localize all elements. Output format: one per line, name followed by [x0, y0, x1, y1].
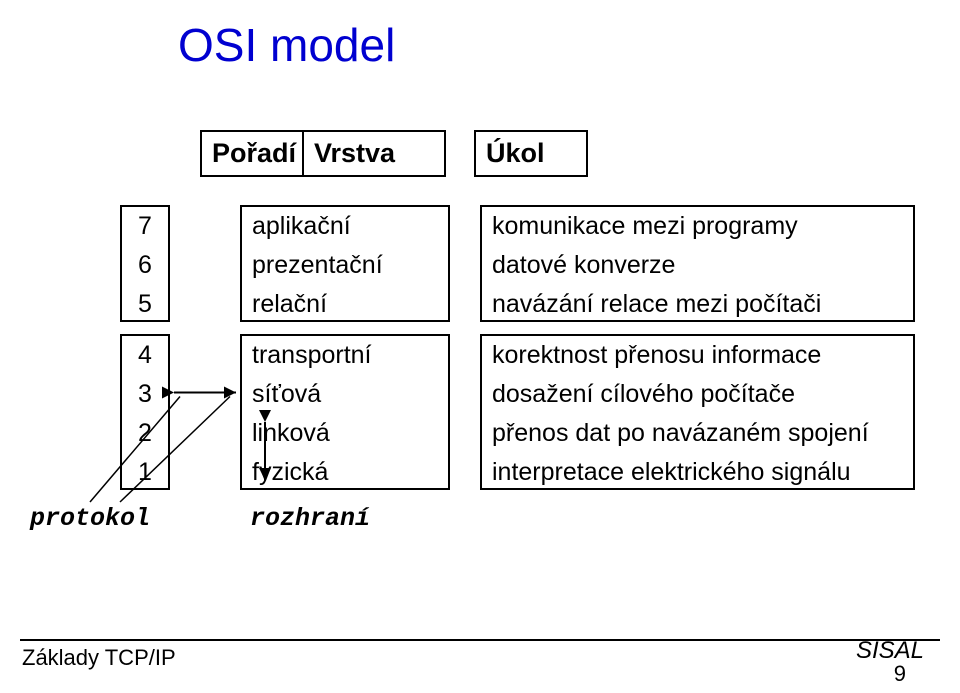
- label-protokol: protokol: [30, 504, 150, 533]
- footer-right: SISAL: [856, 637, 924, 665]
- task-cell: navázání relace mezi počítači: [482, 285, 913, 324]
- task-cell: dosažení cílového počítače: [482, 375, 913, 414]
- task-box-top: komunikace mezi programydatové konverzen…: [480, 205, 915, 322]
- header-col-ukol: Úkol: [474, 130, 588, 177]
- layer-box-bottom: transportnísíťoválinkováfyzická: [240, 334, 450, 490]
- number-cell: 7: [122, 207, 168, 246]
- number-cell: 3: [122, 375, 168, 414]
- number-cell: 1: [122, 453, 168, 492]
- header-col-vrstva: Vrstva: [302, 130, 446, 177]
- layer-cell: relační: [242, 285, 448, 324]
- task-cell: korektnost přenosu informace: [482, 336, 913, 375]
- table-header: Pořadí Vrstva Úkol: [200, 130, 588, 177]
- number-box-top: 765: [120, 205, 170, 322]
- footer-divider: [20, 639, 940, 641]
- label-rozhrani: rozhraní: [250, 504, 370, 533]
- footer-left: Základy TCP/IP: [22, 645, 176, 671]
- layer-cell: aplikační: [242, 207, 448, 246]
- task-cell: komunikace mezi programy: [482, 207, 913, 246]
- task-box-bottom: korektnost přenosu informacedosažení cíl…: [480, 334, 915, 490]
- task-cell: datové konverze: [482, 246, 913, 285]
- layer-cell: transportní: [242, 336, 448, 375]
- layer-cell: síťová: [242, 375, 448, 414]
- slide-title: OSI model: [178, 18, 395, 72]
- number-cell: 2: [122, 414, 168, 453]
- header-col-poradi: Pořadí: [200, 130, 302, 177]
- layer-cell: fyzická: [242, 453, 448, 492]
- number-cell: 6: [122, 246, 168, 285]
- task-cell: interpretace elektrického signálu: [482, 453, 913, 492]
- layer-cell: linková: [242, 414, 448, 453]
- number-cell: 5: [122, 285, 168, 324]
- task-cell: přenos dat po navázaném spojení: [482, 414, 913, 453]
- layer-box-top: aplikačníprezentačnírelační: [240, 205, 450, 322]
- number-box-bottom: 4321: [120, 334, 170, 490]
- number-cell: 4: [122, 336, 168, 375]
- layer-cell: prezentační: [242, 246, 448, 285]
- footer-page: 9: [894, 661, 906, 687]
